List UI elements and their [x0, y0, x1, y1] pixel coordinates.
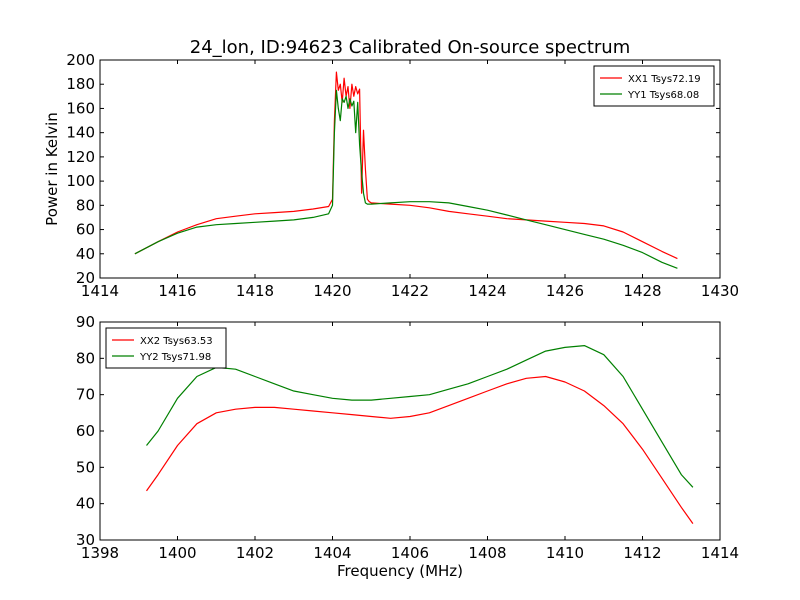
x-tick-label: 1420: [313, 282, 351, 300]
x-tick-label: 1410: [546, 544, 584, 562]
legend: XX2 Tsys63.53 YY2 Tsys71.98: [105, 327, 227, 369]
y-tick-label: 40: [76, 245, 95, 263]
series-line-yy2: [146, 345, 694, 488]
top-spectrum-chart: 1414 1416 1418 1420 1422 1424 1426 1428 1430 20 40…: [43, 51, 739, 300]
x-tick-label: 1412: [623, 544, 661, 562]
x-tick-label: 1404: [313, 544, 351, 562]
legend-entry: YY2 Tsys71.98: [139, 352, 211, 363]
y-tick-label: 80: [76, 349, 95, 367]
y-tick-label: 200: [66, 51, 95, 69]
y-tick-label: 40: [76, 495, 95, 513]
x-tick-label: 1422: [391, 282, 429, 300]
chart-title: 24_lon, ID:94623 Calibrated On-source sp…: [190, 37, 630, 58]
x-axis-label: Frequency (MHz): [337, 562, 463, 580]
legend-entry: XX1 Tsys72.19: [628, 74, 701, 85]
y-tick-label: 30: [76, 531, 95, 549]
x-tick-label: 1424: [468, 282, 506, 300]
y-tick-label: 80: [76, 196, 95, 214]
y-tick-label: 20: [76, 269, 95, 287]
series-line-xx2: [146, 375, 694, 524]
x-tick-label: 1408: [468, 544, 506, 562]
y-tick-label: 180: [66, 75, 95, 93]
x-tick-label: 1416: [158, 282, 196, 300]
legend-entry: YY1 Tsys68.08: [627, 90, 699, 101]
y-tick-label: 90: [76, 313, 95, 331]
legend: XX1 Tsys72.19 YY1 Tsys68.08: [593, 65, 715, 107]
x-tick-label: 1402: [236, 544, 274, 562]
y-tick-label: 100: [66, 172, 95, 190]
x-tick-label: 1414: [701, 544, 739, 562]
y-tick-label: 160: [66, 99, 95, 117]
x-tick-label: 1398: [81, 544, 119, 562]
x-tick-label: 1406: [391, 544, 429, 562]
legend-entry: XX2 Tsys63.53: [140, 336, 213, 347]
x-tick-label: 1400: [158, 544, 196, 562]
y-tick-label: 50: [76, 458, 95, 476]
x-tick-label: 1426: [546, 282, 584, 300]
y-axis-label: Power in Kelvin: [43, 112, 61, 226]
x-tick-label: 1414: [81, 282, 119, 300]
y-tick-label: 70: [76, 386, 95, 404]
bottom-spectrum-chart: 1398 1400 1402 1404 1406 1408 1410 1412 1414 30 40…: [76, 313, 739, 580]
x-tick-label: 1418: [236, 282, 274, 300]
x-tick-label: 1430: [701, 282, 739, 300]
x-tick-label: 1428: [623, 282, 661, 300]
y-tick-label: 60: [76, 221, 95, 239]
y-tick-label: 60: [76, 422, 95, 440]
y-tick-label: 120: [66, 148, 95, 166]
series-line-yy1: [134, 89, 678, 269]
y-tick-label: 140: [66, 124, 95, 142]
